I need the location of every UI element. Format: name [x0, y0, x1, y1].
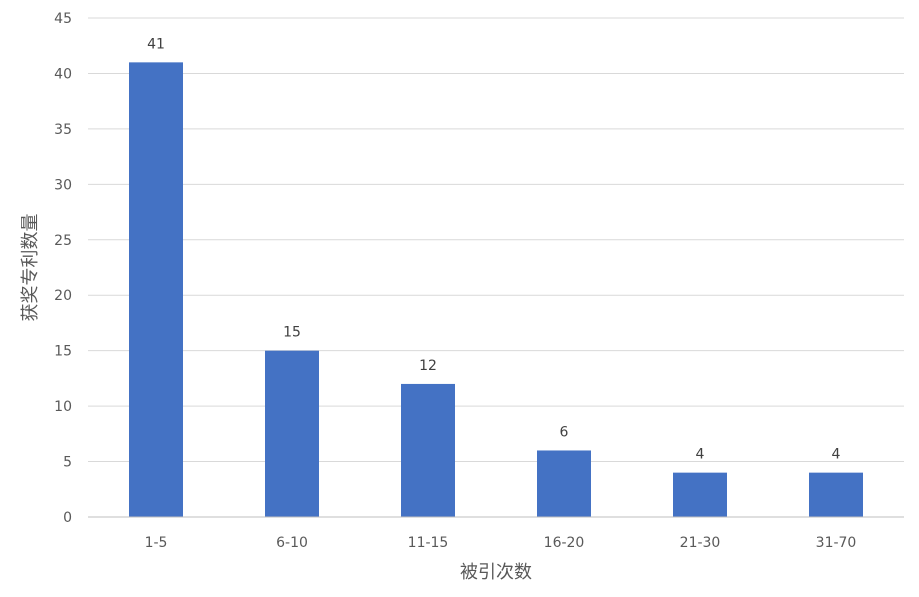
y-tick-label: 40	[54, 66, 72, 82]
gridlines	[88, 17, 904, 463]
bar	[809, 472, 863, 517]
y-tick-label: 0	[63, 510, 72, 526]
data-label: 4	[696, 447, 705, 463]
data-label: 15	[283, 325, 301, 341]
y-tick-label: 5	[63, 455, 72, 471]
bar	[673, 472, 727, 517]
data-label: 6	[560, 424, 569, 440]
x-tick-label: 21-30	[680, 535, 721, 551]
y-tick-label: 45	[54, 11, 72, 27]
y-axis-title: 获奖专利数量	[20, 214, 41, 322]
y-axis-ticks: 0 5 10 15 20 25 30 35 40 45	[54, 11, 72, 526]
bar	[401, 383, 455, 517]
bar	[265, 350, 319, 517]
data-label: 41	[147, 36, 165, 52]
bar	[129, 62, 183, 517]
x-axis-title: 被引次数	[460, 562, 532, 583]
x-tick-label: 16-20	[544, 535, 585, 551]
x-tick-label: 11-15	[408, 535, 449, 551]
x-tick-label: 6-10	[276, 535, 308, 551]
data-label: 12	[419, 358, 437, 374]
bar	[537, 450, 591, 517]
y-tick-label: 20	[54, 288, 72, 304]
y-tick-label: 15	[54, 344, 72, 360]
y-tick-label: 10	[54, 399, 72, 415]
x-tick-label: 31-70	[816, 535, 857, 551]
y-tick-label: 30	[54, 177, 72, 193]
bars	[129, 62, 863, 517]
x-axis-ticks: 1-5 6-10 11-15 16-20 21-30 31-70	[145, 535, 857, 551]
x-tick-label: 1-5	[145, 535, 168, 551]
data-labels: 41 15 12 6 4 4	[147, 36, 840, 462]
y-tick-label: 25	[54, 233, 72, 249]
y-tick-label: 35	[54, 122, 72, 138]
data-label: 4	[832, 447, 841, 463]
